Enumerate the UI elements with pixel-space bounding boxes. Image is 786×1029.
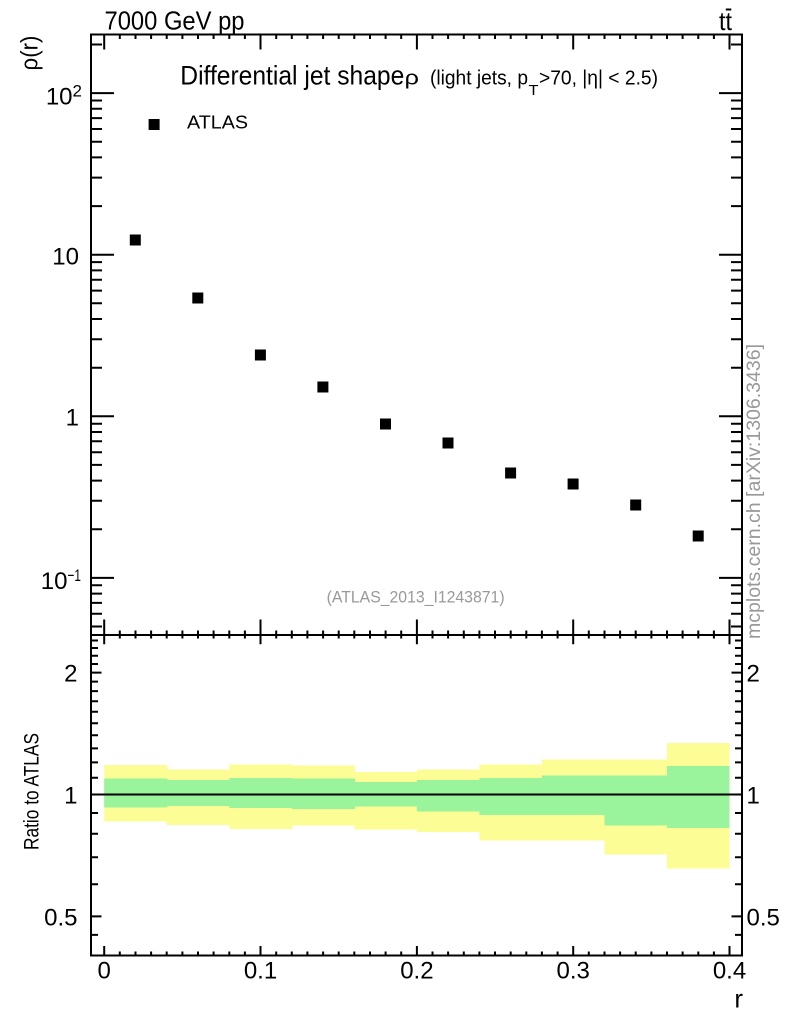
svg-text:Ratio to ATLAS: Ratio to ATLAS [20,733,44,850]
svg-text:ATLAS: ATLAS [187,113,248,133]
svg-text:Differential jet shape: Differential jet shape [180,61,404,91]
svg-text:>70, |η| < 2.5): >70, |η| < 2.5) [539,67,658,90]
svg-text:1: 1 [66,405,79,432]
svg-text:1: 1 [747,783,760,810]
svg-text:2: 2 [64,661,77,688]
svg-text:tt: tt [719,6,733,36]
svg-text:0: 0 [98,957,111,984]
svg-text:2: 2 [747,661,760,688]
svg-text:(light jets, p: (light jets, p [430,67,528,90]
svg-text:0.5: 0.5 [44,904,77,931]
svg-text:mcplots.cern.ch [arXiv:1306.34: mcplots.cern.ch [arXiv:1306.3436] [744,344,765,639]
svg-text:1: 1 [64,783,77,810]
svg-text:(ATLAS_2013_I1243871): (ATLAS_2013_I1243871) [327,588,505,606]
svg-text:T: T [529,83,539,99]
svg-text:0.1: 0.1 [244,957,277,984]
svg-text:10: 10 [52,244,79,271]
svg-text:r: r [734,984,743,1014]
svg-text:0.3: 0.3 [557,957,590,984]
svg-text:7000 GeV pp: 7000 GeV pp [105,6,245,36]
svg-text:0.2: 0.2 [400,957,433,984]
svg-text:0.4: 0.4 [713,957,746,984]
svg-text:ρ: ρ [405,68,420,90]
svg-text:ρ(r): ρ(r) [17,36,44,71]
svg-text:0.5: 0.5 [747,904,780,931]
